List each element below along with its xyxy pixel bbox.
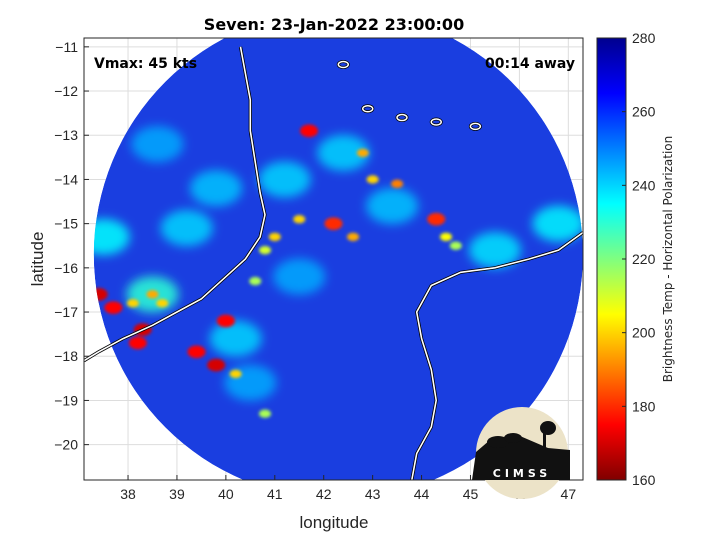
- cold-feature: [128, 336, 147, 350]
- cold-feature: [249, 276, 262, 286]
- y-tick-label: −11: [55, 39, 78, 55]
- cold-feature: [187, 345, 206, 359]
- cold-feature: [449, 241, 462, 250]
- x-axis-label: longitude: [299, 513, 368, 532]
- x-tick-label: 45: [463, 486, 479, 502]
- y-tick-label: −16: [54, 260, 78, 276]
- chart-title: Seven: 23-Jan-2022 23:00:00: [204, 15, 464, 34]
- y-tick-label: −18: [54, 348, 78, 364]
- colorbar-tick-label: 160: [632, 472, 656, 488]
- cold-feature: [440, 232, 453, 242]
- island: [430, 118, 442, 126]
- cold-feature: [229, 369, 242, 379]
- island: [361, 104, 374, 113]
- coastline: [411, 231, 583, 480]
- cold-feature: [146, 290, 159, 299]
- cold-feature: [259, 409, 272, 418]
- x-tick-label: 47: [561, 486, 577, 502]
- cold-feature: [366, 175, 379, 184]
- y-tick-label: −13: [54, 127, 78, 143]
- x-tick-label: 40: [218, 486, 234, 502]
- x-tick-label: 39: [169, 486, 185, 502]
- colorbar-tick-label: 200: [632, 325, 656, 341]
- cimss-logo-text: CIMSS: [493, 467, 551, 480]
- warm-band: [317, 134, 370, 171]
- y-ticks: −11 −12 −13 −14 −15 −16 −17 −18 −19 −20: [54, 39, 89, 453]
- warm-band: [93, 218, 130, 255]
- coastlines: [84, 46, 583, 480]
- warm-band: [366, 187, 419, 224]
- cold-features: [93, 124, 462, 418]
- cold-feature: [391, 179, 404, 189]
- island: [469, 122, 482, 131]
- cold-feature: [300, 124, 319, 138]
- x-tick-label: 42: [316, 486, 332, 502]
- cold-feature: [268, 232, 281, 242]
- colorbar-tick-label: 220: [632, 251, 656, 267]
- colorbar-tick-label: 260: [632, 104, 656, 120]
- colorbar-tick-label: 180: [632, 398, 656, 414]
- cold-feature: [324, 217, 343, 230]
- cold-feature: [293, 215, 306, 224]
- warm-band: [190, 170, 243, 207]
- colorbar-tick-label: 240: [632, 177, 656, 193]
- y-tick-label: −12: [54, 83, 78, 99]
- warm-band: [160, 210, 213, 247]
- swath-disk: [93, 38, 583, 480]
- cimss-logo: CIMSS: [472, 407, 570, 499]
- colorbar-label: Brightness Temp - Horizontal Polarizatio…: [661, 136, 675, 383]
- plot-frame: [83, 37, 584, 481]
- cold-feature: [356, 148, 369, 158]
- cold-feature: [427, 212, 446, 226]
- swath-layer: [84, 38, 583, 480]
- y-tick-label: −20: [54, 437, 78, 453]
- warm-band: [224, 364, 277, 401]
- y-tick-label: −17: [54, 304, 78, 320]
- warm-band: [468, 232, 521, 269]
- island: [337, 60, 350, 69]
- cold-feature: [104, 301, 123, 314]
- y-tick-label: −15: [54, 216, 78, 232]
- vmax-annotation: Vmax: 45 kts: [94, 56, 197, 72]
- colorbar-ticks: 160 180 200 220 240 260 280: [622, 30, 656, 488]
- warm-band: [273, 258, 326, 295]
- cold-feature: [347, 232, 360, 242]
- x-tick-label: 44: [414, 486, 430, 502]
- time-offset-annotation: 00:14 away: [485, 56, 575, 72]
- y-tick-label: −14: [54, 171, 78, 187]
- cold-feature: [259, 245, 272, 255]
- island: [396, 113, 408, 122]
- x-tick-label: 38: [120, 486, 136, 502]
- y-tick-label: −19: [54, 392, 78, 408]
- colorbar-tick-label: 280: [632, 30, 656, 46]
- x-tick-label: 43: [365, 486, 381, 502]
- warm-band: [258, 161, 311, 198]
- cold-feature: [156, 299, 169, 308]
- colorbar: [596, 37, 627, 481]
- warm-band: [532, 205, 583, 242]
- warm-band: [209, 320, 262, 357]
- x-tick-label: 41: [267, 486, 283, 502]
- warm-band: [131, 126, 184, 163]
- coastline: [84, 46, 266, 362]
- cold-feature: [207, 358, 226, 372]
- cold-feature: [126, 299, 139, 308]
- cold-feature: [216, 314, 235, 328]
- y-axis-label: latitude: [28, 232, 47, 287]
